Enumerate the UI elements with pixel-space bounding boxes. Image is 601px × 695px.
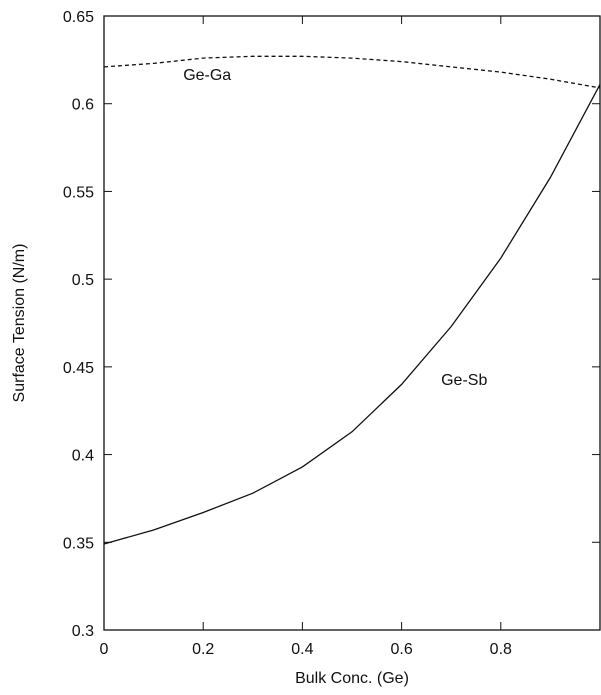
y-axis-title: Surface Tension (N/m) xyxy=(11,244,28,403)
x-axis-ticks: 0 0.2 0.4 0.6 0.8 xyxy=(100,16,512,658)
x-tick-label: 0.2 xyxy=(192,641,214,658)
y-tick-label: 0.35 xyxy=(63,535,94,552)
x-tick-label: 0 xyxy=(100,641,109,658)
y-tick-label: 0.6 xyxy=(72,97,94,114)
y-tick-label: 0.4 xyxy=(72,448,94,465)
y-tick-label: 0.5 xyxy=(72,272,94,289)
y-tick-label: 0.45 xyxy=(63,360,94,377)
y-tick-label: 0.3 xyxy=(72,623,94,640)
y-tick-label: 0.65 xyxy=(63,9,94,26)
series-label-1: Ge-Sb xyxy=(441,372,487,389)
y-axis-ticks: 0.3 0.35 0.4 0.45 0.5 0.55 0.6 0.65 xyxy=(63,9,600,640)
plot-area-frame xyxy=(103,15,601,631)
x-tick-label: 0.6 xyxy=(390,641,412,658)
series-line-1 xyxy=(103,84,601,545)
series-label-0: Ge-Ga xyxy=(183,67,231,84)
x-tick-label: 0.4 xyxy=(291,641,313,658)
x-axis-title: Bulk Conc. (Ge) xyxy=(295,670,409,687)
series-line-0 xyxy=(103,55,601,89)
x-tick-label: 0.8 xyxy=(490,641,512,658)
series-layer: Ge-Ga Ge-Sb xyxy=(103,55,601,545)
y-tick-label: 0.55 xyxy=(63,184,94,201)
